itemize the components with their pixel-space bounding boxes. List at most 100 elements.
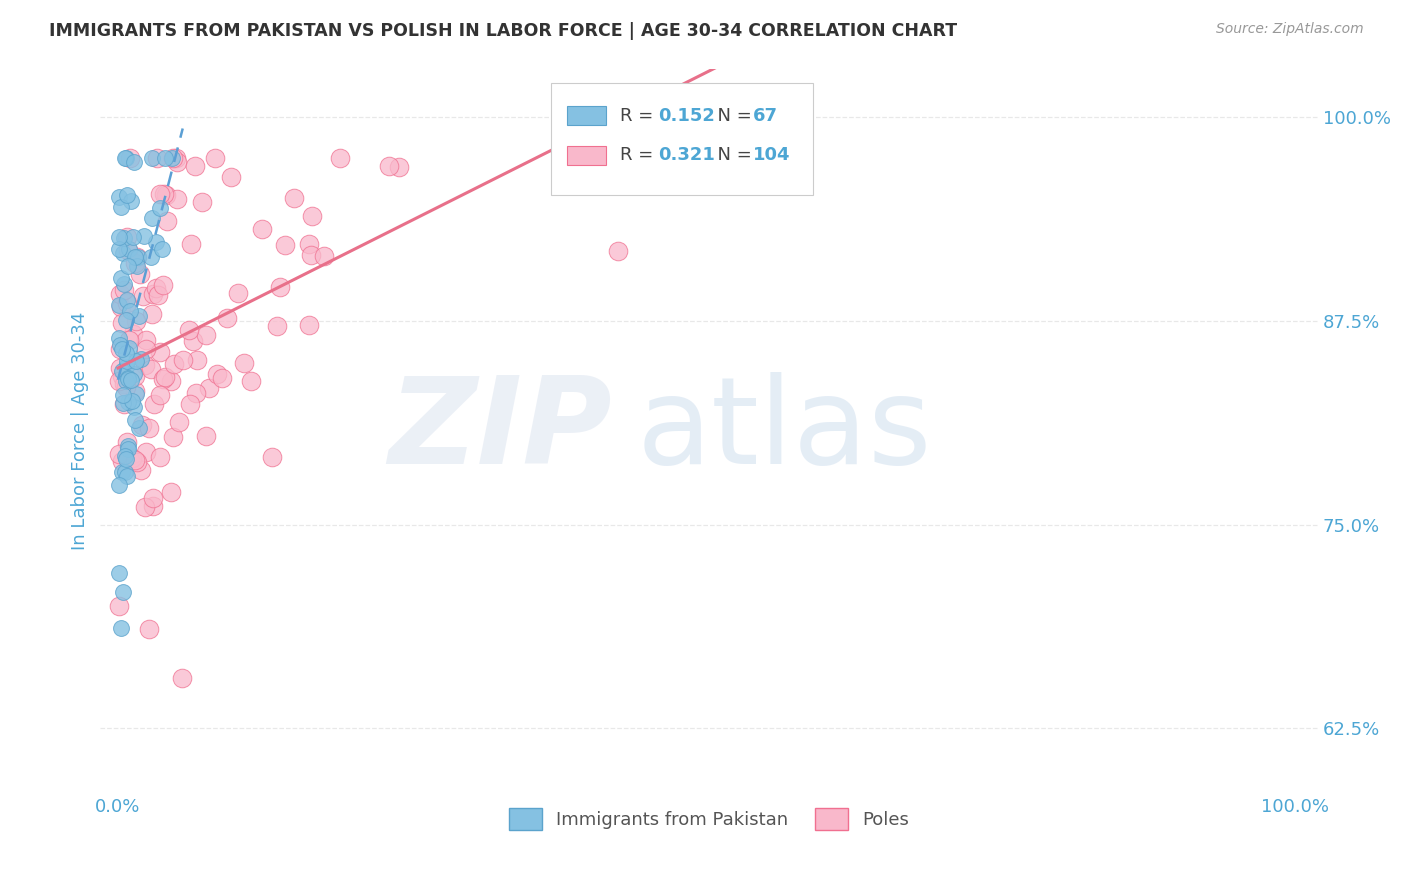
Point (239, 374, 262, 388)
Point (141, 151, 163, 165)
Point (108, 338, 131, 352)
Point (118, 341, 141, 355)
Point (121, 450, 143, 465)
Point (115, 434, 138, 449)
Point (121, 394, 143, 409)
Point (146, 288, 169, 302)
Point (152, 372, 174, 386)
Point (298, 237, 321, 252)
Text: 0.321: 0.321 (658, 146, 716, 164)
Point (110, 270, 132, 285)
Point (111, 364, 134, 378)
Point (124, 256, 146, 270)
Point (138, 420, 160, 434)
Point (108, 190, 131, 204)
Point (145, 281, 167, 295)
Point (112, 283, 135, 297)
Point (172, 671, 194, 685)
Text: N =: N = (706, 107, 756, 125)
Point (162, 430, 184, 444)
Point (112, 377, 135, 392)
Point (207, 367, 229, 381)
Point (118, 333, 141, 347)
Legend: Immigrants from Pakistan, Poles: Immigrants from Pakistan, Poles (503, 802, 915, 835)
Point (127, 250, 149, 264)
Point (124, 413, 146, 427)
Point (117, 259, 139, 273)
Point (117, 395, 139, 409)
Point (115, 188, 138, 202)
Point (112, 396, 135, 410)
Point (160, 374, 183, 388)
Point (129, 267, 152, 281)
Point (114, 449, 136, 463)
Point (274, 238, 297, 252)
Point (299, 248, 322, 262)
Point (115, 229, 138, 244)
Point (186, 353, 208, 368)
Point (155, 151, 177, 165)
Point (149, 187, 172, 202)
Point (139, 361, 162, 376)
Point (131, 417, 153, 432)
Point (108, 477, 131, 491)
Point (135, 444, 157, 458)
Point (122, 401, 145, 415)
Point (111, 246, 134, 260)
Point (172, 353, 194, 368)
Point (115, 293, 138, 307)
Point (131, 463, 153, 477)
Point (111, 316, 134, 330)
Point (111, 343, 134, 357)
Point (156, 214, 179, 228)
Point (114, 465, 136, 479)
Point (134, 358, 156, 372)
Point (115, 151, 138, 165)
Text: IMMIGRANTS FROM PAKISTAN VS POLISH IN LABOR FORCE | AGE 30-34 CORRELATION CHART: IMMIGRANTS FROM PAKISTAN VS POLISH IN LA… (49, 22, 957, 40)
Point (177, 323, 200, 337)
Point (108, 230, 131, 244)
Point (152, 277, 174, 292)
Point (110, 300, 132, 314)
Point (204, 151, 226, 165)
Point (163, 357, 186, 371)
FancyBboxPatch shape (551, 83, 813, 195)
Text: R =: R = (620, 146, 659, 164)
Text: Source: ZipAtlas.com: Source: ZipAtlas.com (1216, 22, 1364, 37)
Point (141, 250, 163, 264)
Point (124, 384, 146, 399)
Point (117, 372, 139, 386)
Point (120, 373, 142, 387)
Point (111, 465, 134, 479)
Point (108, 447, 131, 461)
Point (181, 334, 204, 348)
Point (606, 244, 628, 259)
Point (117, 244, 139, 258)
Point (110, 622, 132, 636)
Point (211, 370, 233, 384)
Point (112, 277, 135, 292)
Point (115, 295, 138, 310)
Point (111, 454, 134, 468)
Point (232, 356, 254, 370)
Point (135, 334, 157, 348)
Point (165, 151, 187, 165)
Point (108, 298, 131, 312)
Point (329, 151, 352, 165)
Point (111, 395, 134, 409)
Point (125, 259, 148, 273)
Point (388, 160, 411, 174)
Point (146, 151, 169, 165)
Point (219, 169, 242, 184)
Point (115, 379, 138, 393)
Point (153, 187, 176, 202)
Point (118, 242, 141, 256)
Point (195, 327, 218, 342)
Point (115, 468, 138, 483)
Point (149, 450, 172, 464)
Point (198, 381, 221, 395)
Point (114, 452, 136, 467)
Point (167, 415, 190, 429)
Point (115, 354, 138, 368)
Point (252, 222, 274, 236)
